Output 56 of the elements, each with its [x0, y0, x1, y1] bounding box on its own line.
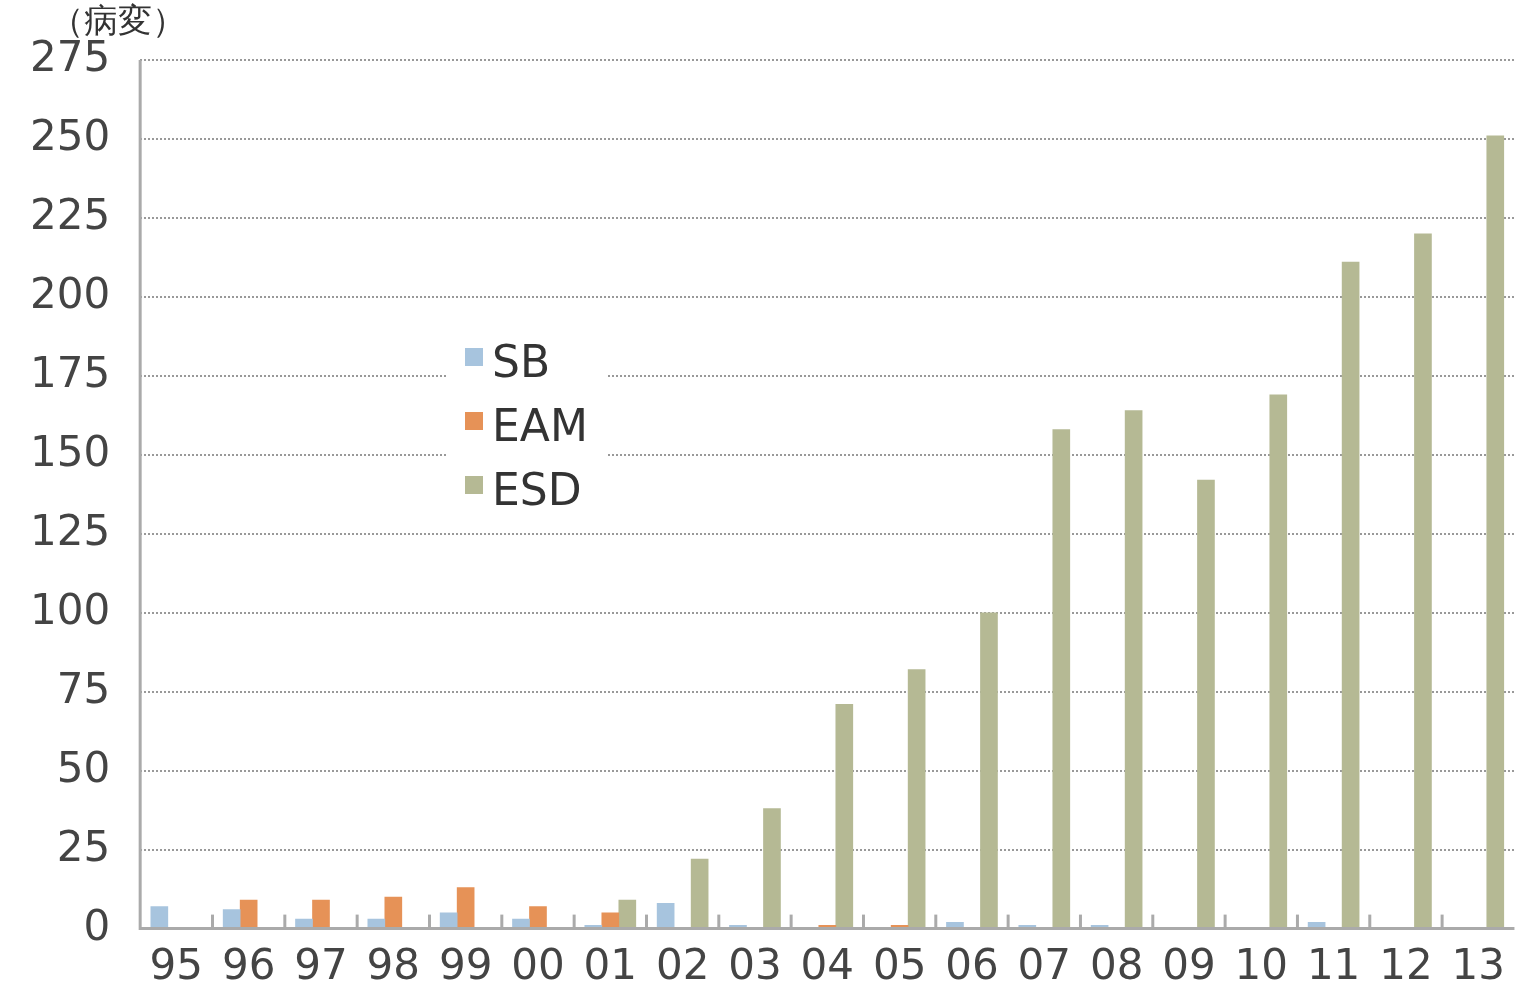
x-tick-label: 01	[583, 939, 638, 989]
x-tick-label: 95	[149, 939, 204, 989]
bar	[312, 899, 330, 928]
y-tick-label: 175	[29, 347, 111, 397]
y-tick-label: 200	[29, 268, 111, 318]
y-tick-label: 50	[56, 742, 111, 792]
y-tick-label: 75	[56, 663, 111, 713]
x-tick-label: 04	[800, 939, 855, 989]
bar	[1341, 261, 1360, 928]
x-tick-label: 08	[1089, 939, 1144, 989]
y-tick-label: 125	[29, 505, 111, 555]
y-tick-label: 250	[29, 110, 111, 160]
x-tick-label: 07	[1017, 939, 1072, 989]
x-tick-label: 03	[728, 939, 782, 989]
y-tick-label: 225	[29, 189, 111, 239]
bar	[456, 887, 475, 928]
x-tick-label: 10	[1234, 939, 1289, 989]
bar	[239, 899, 258, 928]
x-tick-label: 98	[366, 939, 421, 989]
y-tick-label: 100	[29, 584, 111, 634]
x-tick-label: 06	[945, 939, 999, 989]
bar	[150, 906, 169, 928]
legend-label: EAM	[492, 400, 588, 452]
x-tick-label: 13	[1451, 939, 1505, 989]
bar	[601, 912, 620, 928]
bar	[835, 704, 854, 928]
x-tick-label: 97	[294, 939, 348, 989]
x-tick-label: 09	[1162, 939, 1216, 989]
bar	[690, 858, 709, 928]
bar	[618, 899, 637, 928]
bar	[980, 612, 998, 928]
bar	[1052, 429, 1071, 928]
legend-label: ESD	[492, 464, 582, 516]
x-tick-label: 96	[221, 939, 276, 989]
y-tick-label: 25	[56, 821, 111, 871]
y-tick-label: 150	[29, 426, 111, 476]
bar	[907, 669, 926, 928]
x-tick-label: 00	[511, 939, 565, 989]
x-tick-label: 02	[655, 939, 710, 989]
legend-label: SB	[492, 336, 551, 388]
x-tick-label: 12	[1379, 939, 1433, 989]
bar	[1269, 394, 1288, 928]
x-tick-label: 11	[1306, 939, 1361, 989]
bar	[763, 808, 781, 928]
bar	[439, 912, 458, 928]
bar	[1197, 479, 1215, 928]
x-tick-label: 99	[438, 939, 493, 989]
bar	[529, 906, 547, 928]
y-tick-label: 0	[83, 900, 111, 950]
x-tick-label: 05	[872, 939, 927, 989]
bar	[656, 903, 675, 928]
bar	[1486, 135, 1505, 928]
bar	[1124, 410, 1143, 928]
bar	[1414, 233, 1432, 928]
bar	[222, 909, 241, 928]
bar	[384, 896, 403, 928]
